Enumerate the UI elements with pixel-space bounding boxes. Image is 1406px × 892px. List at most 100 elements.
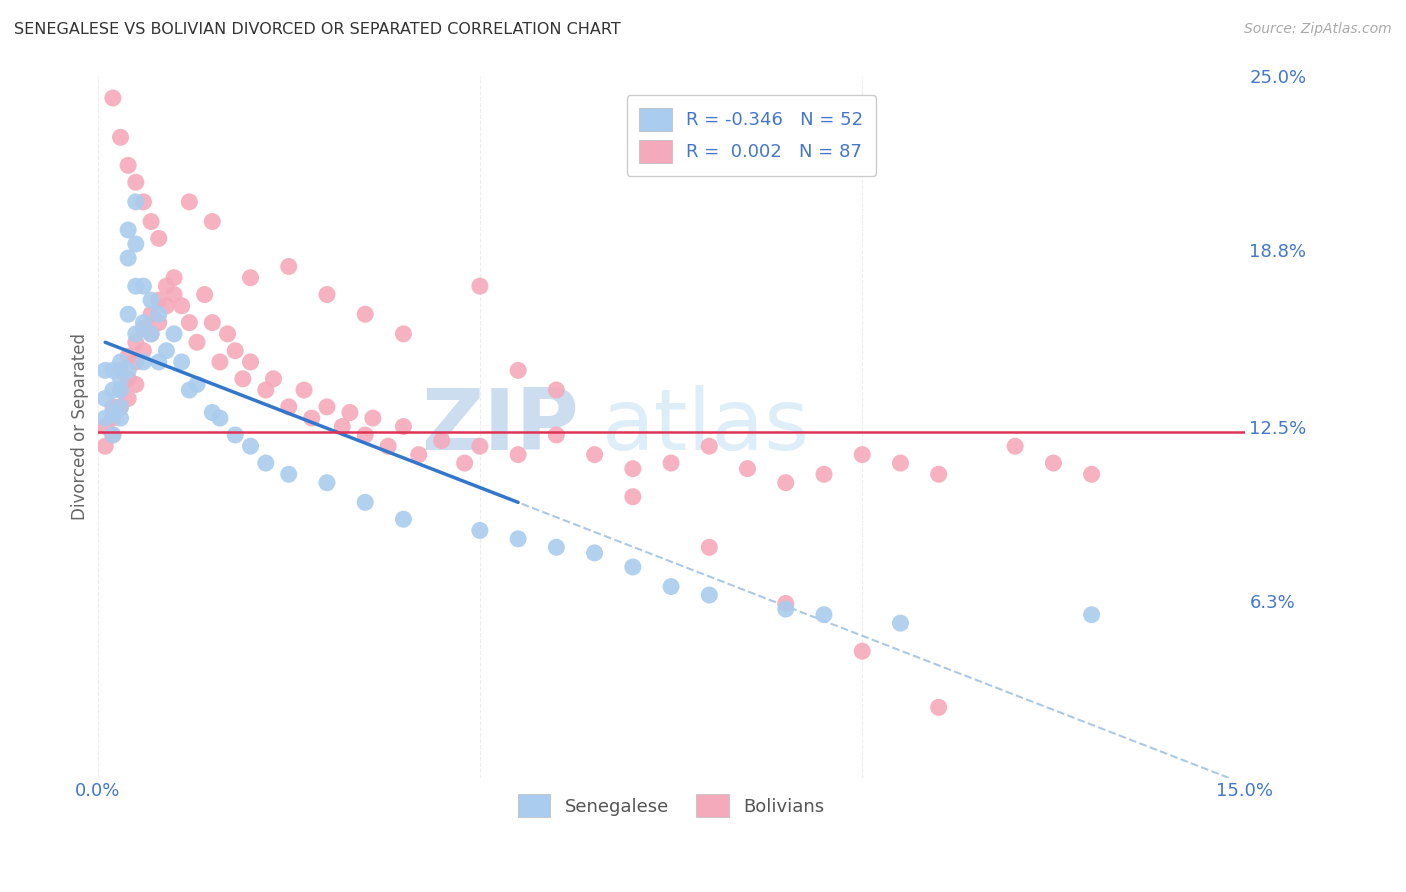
- Point: [94, 363, 117, 377]
- Point: [101, 428, 124, 442]
- Point: [94, 411, 117, 425]
- Point: [239, 270, 262, 285]
- Point: [813, 467, 835, 482]
- Point: [775, 475, 797, 490]
- Point: [737, 461, 759, 475]
- Point: [621, 461, 644, 475]
- Point: [94, 439, 117, 453]
- Point: [125, 335, 148, 350]
- Point: [697, 541, 720, 555]
- Point: [163, 326, 186, 341]
- Point: [354, 495, 377, 509]
- Point: [110, 130, 132, 145]
- Point: [125, 175, 148, 189]
- Point: [117, 307, 139, 321]
- Point: [277, 260, 299, 274]
- Point: [468, 524, 491, 538]
- Point: [468, 439, 491, 453]
- Point: [354, 307, 377, 321]
- Point: [117, 372, 139, 386]
- Point: [239, 439, 262, 453]
- Point: [125, 355, 148, 369]
- Point: [125, 377, 148, 392]
- Point: [101, 428, 124, 442]
- Point: [101, 363, 124, 377]
- Point: [148, 293, 170, 308]
- Point: [392, 419, 415, 434]
- Point: [330, 419, 353, 434]
- Point: [508, 363, 530, 377]
- Point: [94, 392, 117, 406]
- Point: [1080, 607, 1102, 622]
- Point: [148, 316, 170, 330]
- Point: [132, 343, 155, 358]
- Point: [110, 411, 132, 425]
- Point: [110, 363, 132, 377]
- Point: [155, 279, 177, 293]
- Point: [179, 316, 201, 330]
- Point: [928, 700, 950, 714]
- Point: [110, 383, 132, 397]
- Point: [775, 602, 797, 616]
- Point: [217, 326, 239, 341]
- Point: [546, 541, 568, 555]
- Point: [125, 279, 148, 293]
- Point: [316, 400, 339, 414]
- Point: [125, 237, 148, 252]
- Point: [170, 299, 193, 313]
- Text: SENEGALESE VS BOLIVIAN DIVORCED OR SEPARATED CORRELATION CHART: SENEGALESE VS BOLIVIAN DIVORCED OR SEPAR…: [14, 22, 621, 37]
- Point: [179, 383, 201, 397]
- Point: [928, 467, 950, 482]
- Point: [117, 363, 139, 377]
- Point: [377, 439, 399, 453]
- Point: [139, 293, 162, 308]
- Point: [697, 588, 720, 602]
- Point: [101, 411, 124, 425]
- Point: [125, 326, 148, 341]
- Point: [117, 349, 139, 363]
- Text: atlas: atlas: [602, 385, 810, 468]
- Point: [139, 214, 162, 228]
- Point: [110, 400, 132, 414]
- Point: [277, 467, 299, 482]
- Point: [139, 307, 162, 321]
- Point: [316, 287, 339, 301]
- Point: [132, 321, 155, 335]
- Point: [361, 411, 384, 425]
- Text: Source: ZipAtlas.com: Source: ZipAtlas.com: [1244, 22, 1392, 37]
- Point: [889, 616, 911, 631]
- Point: [155, 299, 177, 313]
- Point: [101, 400, 124, 414]
- Point: [546, 428, 568, 442]
- Point: [148, 307, 170, 321]
- Point: [201, 316, 224, 330]
- Point: [163, 270, 186, 285]
- Point: [110, 383, 132, 397]
- Point: [1080, 467, 1102, 482]
- Point: [163, 287, 186, 301]
- Point: [468, 279, 491, 293]
- Point: [110, 372, 132, 386]
- Point: [132, 194, 155, 209]
- Point: [94, 419, 117, 434]
- Point: [851, 448, 873, 462]
- Point: [186, 335, 208, 350]
- Point: [277, 400, 299, 414]
- Point: [851, 644, 873, 658]
- Point: [583, 546, 606, 560]
- Point: [132, 279, 155, 293]
- Point: [392, 512, 415, 526]
- Point: [292, 383, 315, 397]
- Point: [354, 428, 377, 442]
- Point: [148, 355, 170, 369]
- Point: [208, 355, 231, 369]
- Point: [139, 326, 162, 341]
- Point: [316, 475, 339, 490]
- Point: [621, 490, 644, 504]
- Point: [262, 372, 284, 386]
- Text: ZIP: ZIP: [422, 385, 579, 468]
- Point: [117, 392, 139, 406]
- Point: [430, 434, 453, 448]
- Point: [254, 383, 277, 397]
- Legend: Senegalese, Bolivians: Senegalese, Bolivians: [510, 787, 831, 825]
